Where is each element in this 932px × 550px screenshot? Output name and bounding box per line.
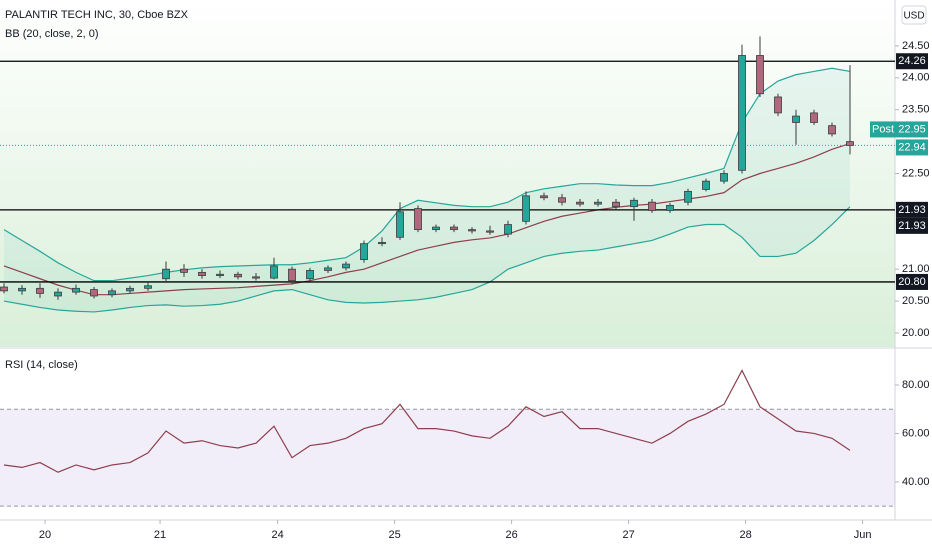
post-price-box xyxy=(896,121,928,138)
chart-title: PALANTIR TECH INC, 30, Cboe BZX xyxy=(5,9,189,21)
candle-body xyxy=(450,226,458,231)
candle-body xyxy=(522,195,530,222)
candle-body xyxy=(738,55,746,171)
candle-body xyxy=(594,201,602,205)
candle-body xyxy=(396,211,404,238)
candle-body xyxy=(324,267,332,271)
candle-body xyxy=(558,197,566,203)
candle-body xyxy=(216,273,224,276)
price-label: 21.93 xyxy=(898,220,926,232)
candle-body xyxy=(648,201,656,211)
rsi-band xyxy=(0,409,895,507)
post-label: Post xyxy=(872,123,894,135)
price-label: 24.26 xyxy=(898,55,926,67)
candle-body xyxy=(126,287,134,292)
candle-body xyxy=(342,263,350,269)
post-price: 22.95 xyxy=(898,123,926,135)
candle-body xyxy=(486,230,494,233)
candle-body xyxy=(720,173,728,182)
candle-body xyxy=(0,286,8,292)
candle-body xyxy=(288,268,296,282)
last-price: 22.94 xyxy=(898,141,926,153)
candle-body xyxy=(144,285,152,289)
candle-body xyxy=(540,195,548,199)
x-tick-label: 21 xyxy=(154,529,166,541)
y-tick-label: 20.00 xyxy=(902,327,930,339)
y-tick-label: 23.50 xyxy=(902,104,930,116)
price-label-box xyxy=(896,217,928,234)
candle-body xyxy=(576,201,584,205)
y-tick-label: 24.00 xyxy=(902,72,930,84)
price-label-box xyxy=(896,273,928,290)
bb-middle xyxy=(3,142,851,296)
candle-body xyxy=(504,224,512,235)
candle-body xyxy=(252,276,260,279)
x-tick-label: 24 xyxy=(271,529,283,541)
y-tick-label: 20.50 xyxy=(902,295,930,307)
candle-body xyxy=(162,268,170,280)
x-tick-label: 27 xyxy=(622,529,634,541)
y-tick-label: 21.00 xyxy=(902,263,930,275)
indicator-label: BB (20, close, 2, 0) xyxy=(5,28,99,40)
currency-box[interactable] xyxy=(901,5,927,25)
x-tick-label: Jun xyxy=(854,529,872,541)
candle-body xyxy=(270,265,278,279)
candle-body xyxy=(666,204,674,211)
bb-lower xyxy=(3,206,851,313)
candle-body xyxy=(810,112,818,123)
y-tick-label: 60.00 xyxy=(902,427,930,439)
price-label: 21.93 xyxy=(898,204,926,216)
candle-body xyxy=(90,289,98,297)
candle-body xyxy=(36,287,44,294)
candle-body xyxy=(630,199,638,208)
candle-body xyxy=(360,243,368,261)
y-tick-label: 80.00 xyxy=(902,379,930,391)
candle-body xyxy=(612,201,620,208)
post-box xyxy=(870,121,896,138)
candle-body xyxy=(828,125,836,135)
price-label: 20.80 xyxy=(898,276,926,288)
y-tick-label: 40.00 xyxy=(902,476,930,488)
price-label-box xyxy=(896,53,928,70)
candle-body xyxy=(378,241,386,245)
bb-upper xyxy=(3,67,851,282)
candle-body xyxy=(180,268,188,273)
x-tick-label: 25 xyxy=(388,529,400,541)
x-tick-label: 28 xyxy=(739,529,751,541)
x-tick-label: 20 xyxy=(39,529,51,541)
candle-body xyxy=(702,180,710,190)
candle-body xyxy=(72,287,80,293)
candle-body xyxy=(108,290,116,296)
y-tick-label: 24.50 xyxy=(902,40,930,52)
candle-body xyxy=(774,96,782,114)
candle-body xyxy=(468,229,476,232)
last-price-box xyxy=(896,139,928,156)
price-label-box xyxy=(896,201,928,218)
y-tick-label: 22.50 xyxy=(902,167,930,179)
x-tick-label: 26 xyxy=(505,529,517,541)
candle-body xyxy=(792,115,800,123)
candle-body xyxy=(234,273,242,278)
candle-body xyxy=(432,226,440,231)
candle-body xyxy=(198,271,206,276)
candle-body xyxy=(846,141,854,146)
candle-body xyxy=(684,190,692,203)
candle-body xyxy=(306,270,314,280)
candle-body xyxy=(54,291,62,297)
band-fill xyxy=(4,68,850,312)
currency: USD xyxy=(903,11,924,22)
rsi-line xyxy=(3,369,851,473)
candle-body xyxy=(414,208,422,231)
rsi-label: RSI (14, close) xyxy=(5,359,78,371)
candle-body xyxy=(756,55,764,95)
candle-body xyxy=(18,287,26,292)
